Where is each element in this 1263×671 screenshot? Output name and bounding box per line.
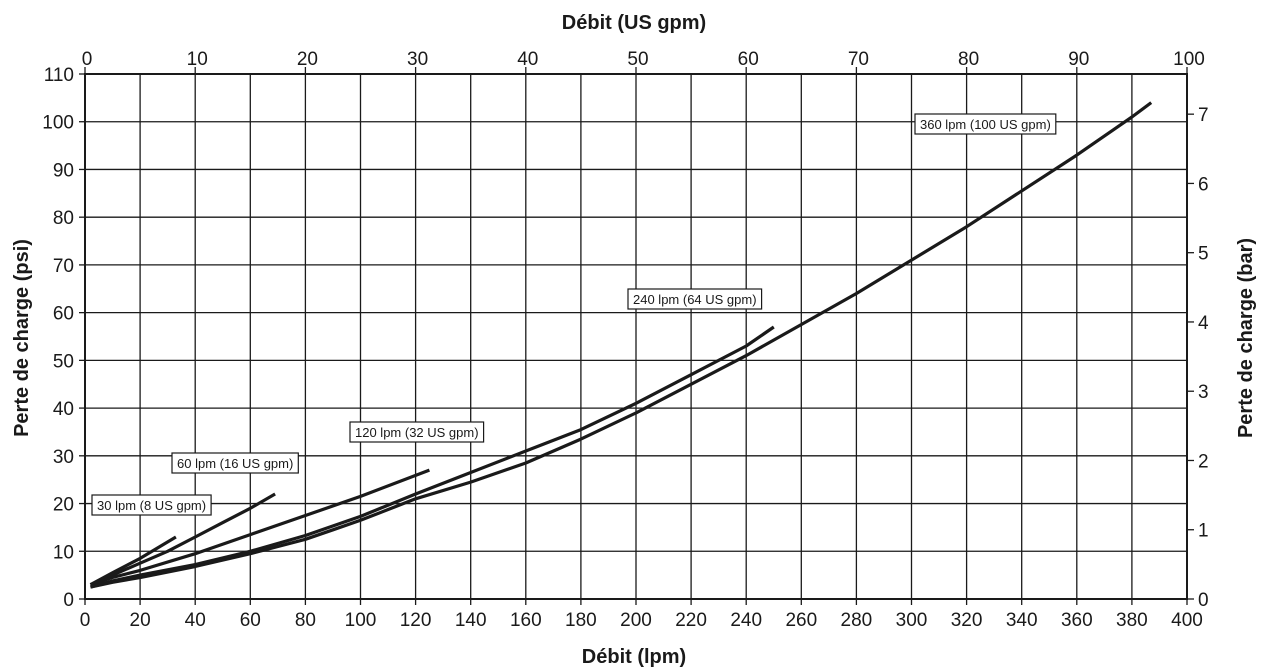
x-tick-label: 160: [510, 610, 542, 631]
x-tick-label: 0: [80, 610, 91, 631]
x2-tick-label: 30: [407, 49, 428, 70]
series-line: [90, 101, 1153, 589]
x-tick-label: 80: [295, 610, 316, 631]
x2-tick-label: 0: [82, 49, 93, 70]
series-label-box: 240 lpm (64 US gpm): [627, 288, 763, 310]
x-tick-label: 240: [730, 610, 762, 631]
y2-tick-label: 7: [1198, 105, 1209, 126]
x2-tick-label: 60: [738, 49, 759, 70]
y2-tick-label: 3: [1198, 382, 1209, 403]
y-tick-label: 30: [53, 447, 74, 468]
right-axis-title: Perte de charge (bar): [1235, 238, 1257, 438]
x-tick-label: 60: [240, 610, 261, 631]
x-tick-label: 340: [1006, 610, 1038, 631]
tick-labels: 0 20 40 60 80 100 120 140 160 180 200 220 240 260 280 3…: [42, 49, 1209, 631]
series-label: 30 lpm (8 US gpm): [97, 498, 206, 513]
grid: [79, 67, 1194, 605]
series-label-box: 60 lpm (16 US gpm): [171, 452, 299, 474]
x2-tick-label: 20: [297, 49, 318, 70]
label-box-frame: [914, 113, 1057, 135]
label-box-frame: [171, 452, 299, 474]
y-tick-label: 10: [53, 542, 74, 563]
y2-tick-label: 1: [1198, 521, 1209, 542]
x-tick-label: 400: [1171, 610, 1203, 631]
y2-tick-label: 4: [1198, 313, 1209, 334]
y-tick-label: 40: [53, 399, 74, 420]
y-tick-label: 20: [53, 495, 74, 516]
x2-tick-label: 10: [187, 49, 208, 70]
series-label: 240 lpm (64 US gpm): [633, 292, 757, 307]
series-label: 120 lpm (32 US gpm): [355, 425, 479, 440]
x2-tick-label: 50: [627, 49, 648, 70]
series-line: [90, 468, 430, 587]
y-tick-label: 110: [44, 65, 74, 86]
x-tick-label: 180: [565, 610, 597, 631]
series-lines: [89, 101, 1153, 589]
x-tick-label: 220: [675, 610, 707, 631]
y-tick-label: 100: [42, 113, 74, 134]
x-tick-label: 120: [400, 610, 432, 631]
x2-tick-label: 40: [517, 49, 538, 70]
series-label: 60 lpm (16 US gpm): [177, 456, 293, 471]
series-label: 360 lpm (100 US gpm): [920, 117, 1051, 132]
x-tick-label: 260: [785, 610, 817, 631]
x2-tick-label: 100: [1173, 49, 1205, 70]
y-tick-label: 60: [53, 304, 74, 325]
y-tick-label: 50: [53, 351, 74, 372]
x2-tick-label: 90: [1068, 49, 1089, 70]
y2-tick-label: 6: [1198, 174, 1209, 195]
x2-tick-label: 80: [958, 49, 979, 70]
y2-tick-label: 0: [1198, 590, 1209, 611]
y-tick-label: 90: [53, 160, 74, 181]
series-line: [90, 325, 775, 589]
x-tick-label: 140: [455, 610, 487, 631]
x2-tick-label: 70: [848, 49, 869, 70]
y-tick-label: 80: [53, 208, 74, 229]
x-tick-label: 20: [130, 610, 151, 631]
x-tick-label: 360: [1061, 610, 1093, 631]
top-axis-title: Débit (US gpm): [562, 12, 706, 34]
x-tick-label: 200: [620, 610, 652, 631]
y-axis-title: Perte de charge (psi): [11, 239, 33, 437]
series-labels: 30 lpm (8 US gpm) 60 lpm (16 US gpm) 120 l…: [91, 113, 1057, 516]
series-label-box: 30 lpm (8 US gpm): [91, 494, 212, 516]
y-tick-label: 0: [63, 590, 74, 611]
y2-tick-label: 5: [1198, 244, 1209, 265]
label-box-frame: [349, 421, 485, 443]
x-tick-label: 320: [951, 610, 983, 631]
series-line: [89, 492, 276, 587]
y2-tick-label: 2: [1198, 451, 1209, 472]
plot-frame: [84, 73, 1188, 600]
series-label-box: 360 lpm (100 US gpm): [914, 113, 1057, 135]
label-box-frame: [627, 288, 763, 310]
x-axis-title: Débit (lpm): [582, 646, 686, 668]
x-tick-label: 280: [841, 610, 873, 631]
x-tick-label: 100: [345, 610, 377, 631]
label-box-frame: [91, 494, 212, 516]
y-tick-label: 70: [53, 256, 74, 277]
x-tick-label: 40: [185, 610, 206, 631]
x-tick-label: 300: [896, 610, 928, 631]
x-tick-label: 380: [1116, 610, 1148, 631]
series-label-box: 120 lpm (32 US gpm): [349, 421, 485, 443]
